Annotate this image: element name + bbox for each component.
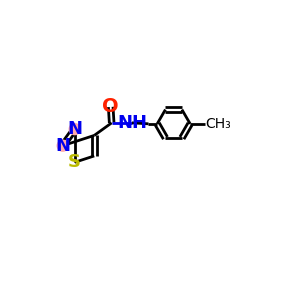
Circle shape — [68, 123, 81, 135]
Text: CH₃: CH₃ — [206, 117, 231, 131]
Text: O: O — [102, 98, 119, 116]
Text: N: N — [55, 137, 70, 155]
Circle shape — [56, 140, 69, 152]
Text: S: S — [68, 153, 81, 171]
Text: NH: NH — [117, 114, 147, 132]
Text: N: N — [67, 120, 82, 138]
